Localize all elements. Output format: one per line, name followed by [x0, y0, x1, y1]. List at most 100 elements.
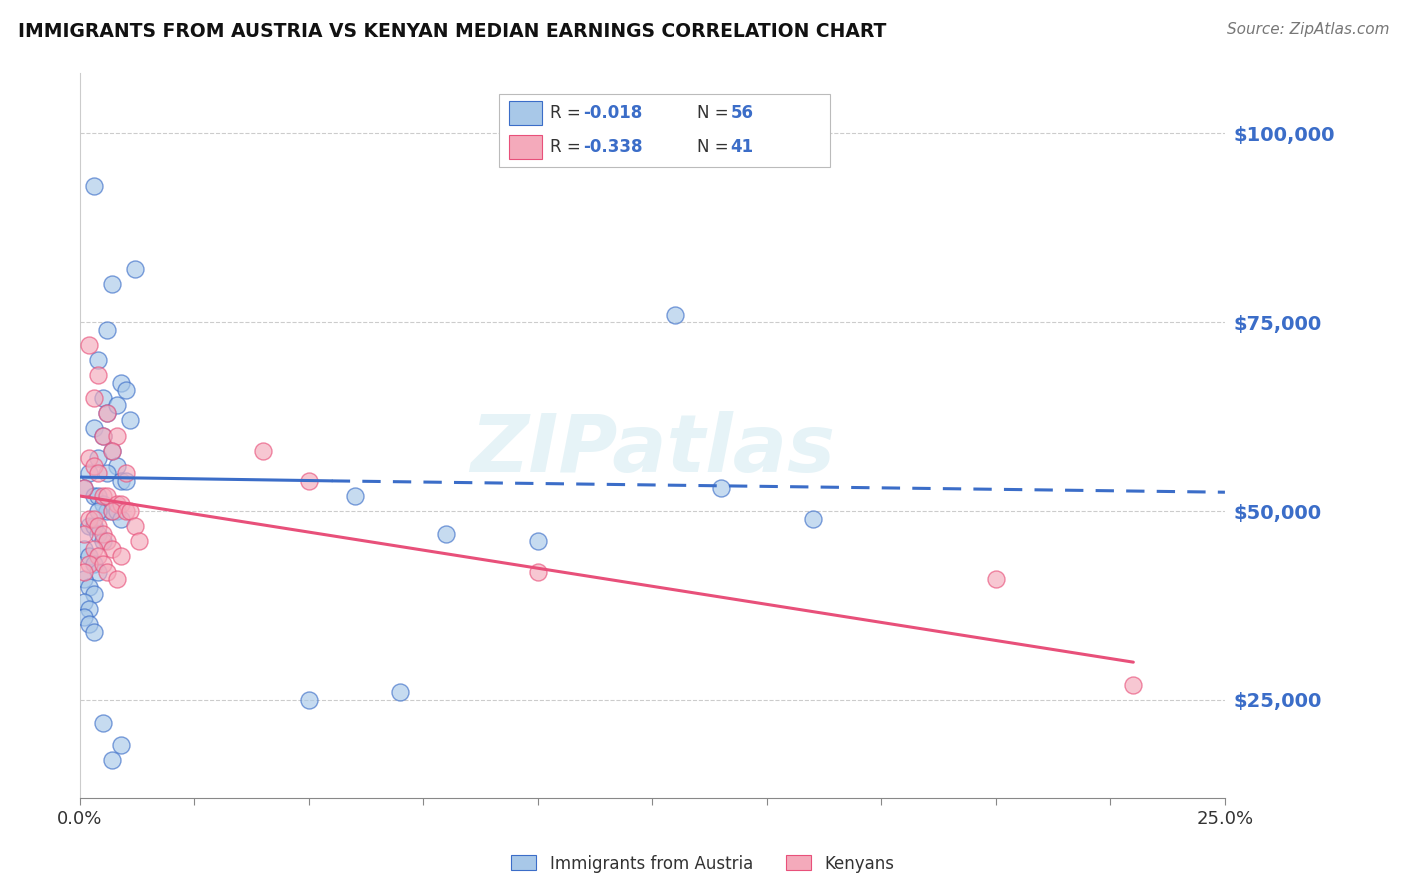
Text: Source: ZipAtlas.com: Source: ZipAtlas.com: [1226, 22, 1389, 37]
Point: [91, 497, 114, 511]
Point: [87, 565, 110, 579]
Point: [91, 391, 114, 405]
Point: [1122, 678, 1144, 692]
Point: [96, 489, 118, 503]
Point: [73, 482, 96, 496]
Point: [101, 504, 124, 518]
Point: [73, 565, 96, 579]
Point: [527, 565, 550, 579]
Point: [87, 368, 110, 383]
Text: IMMIGRANTS FROM AUSTRIA VS KENYAN MEDIAN EARNINGS CORRELATION CHART: IMMIGRANTS FROM AUSTRIA VS KENYAN MEDIAN…: [18, 22, 887, 41]
Point: [120, 413, 142, 427]
Point: [77, 557, 100, 571]
Point: [91, 489, 114, 503]
Point: [96, 406, 118, 420]
Point: [91, 557, 114, 571]
Point: [77, 549, 100, 564]
Point: [389, 685, 412, 699]
Point: [83, 519, 105, 533]
Point: [105, 504, 128, 518]
Point: [105, 497, 128, 511]
Point: [114, 474, 136, 488]
Point: [73, 482, 96, 496]
Text: -0.338: -0.338: [583, 138, 643, 156]
Point: [96, 323, 118, 337]
Point: [91, 526, 114, 541]
Point: [77, 467, 100, 481]
Point: [83, 179, 105, 194]
Point: [91, 428, 114, 442]
Point: [110, 376, 132, 390]
Point: [984, 572, 1007, 586]
Point: [105, 458, 128, 473]
Point: [96, 467, 118, 481]
Point: [87, 467, 110, 481]
Point: [73, 595, 96, 609]
Point: [73, 610, 96, 624]
Point: [77, 602, 100, 616]
Point: [96, 565, 118, 579]
Point: [710, 482, 733, 496]
Point: [77, 617, 100, 632]
Text: N =: N =: [697, 138, 734, 156]
Point: [110, 497, 132, 511]
Point: [128, 534, 150, 549]
Point: [96, 406, 118, 420]
Point: [101, 443, 124, 458]
Point: [87, 549, 110, 564]
Text: R =: R =: [550, 138, 586, 156]
Point: [114, 467, 136, 481]
Point: [801, 511, 824, 525]
Point: [110, 474, 132, 488]
Point: [91, 715, 114, 730]
Point: [87, 489, 110, 503]
Legend: Immigrants from Austria, Kenyans: Immigrants from Austria, Kenyans: [505, 848, 901, 880]
Point: [124, 262, 146, 277]
Text: ZIPatlas: ZIPatlas: [470, 411, 835, 489]
Point: [110, 738, 132, 752]
Point: [96, 534, 118, 549]
Point: [124, 519, 146, 533]
FancyBboxPatch shape: [509, 136, 543, 160]
Point: [110, 549, 132, 564]
Point: [73, 526, 96, 541]
Point: [105, 428, 128, 442]
FancyBboxPatch shape: [509, 101, 543, 125]
Point: [87, 451, 110, 466]
Point: [101, 753, 124, 767]
Point: [101, 541, 124, 556]
Text: 41: 41: [731, 138, 754, 156]
Point: [83, 391, 105, 405]
Text: -0.018: -0.018: [583, 103, 643, 121]
Point: [77, 580, 100, 594]
Point: [114, 504, 136, 518]
Point: [101, 443, 124, 458]
Point: [91, 534, 114, 549]
Text: 56: 56: [731, 103, 754, 121]
Point: [105, 398, 128, 412]
Point: [77, 519, 100, 533]
Point: [83, 489, 105, 503]
Point: [87, 353, 110, 368]
Point: [87, 526, 110, 541]
Point: [73, 541, 96, 556]
Point: [83, 458, 105, 473]
Point: [87, 519, 110, 533]
Text: N =: N =: [697, 103, 734, 121]
FancyBboxPatch shape: [499, 94, 830, 167]
Point: [298, 474, 321, 488]
Point: [120, 504, 142, 518]
Point: [664, 308, 686, 322]
Point: [101, 277, 124, 292]
Point: [83, 587, 105, 601]
Point: [83, 421, 105, 435]
Point: [83, 557, 105, 571]
Point: [77, 338, 100, 352]
Point: [83, 541, 105, 556]
Point: [114, 383, 136, 397]
Point: [105, 572, 128, 586]
Point: [298, 693, 321, 707]
Point: [434, 526, 457, 541]
Point: [83, 624, 105, 639]
Point: [110, 511, 132, 525]
